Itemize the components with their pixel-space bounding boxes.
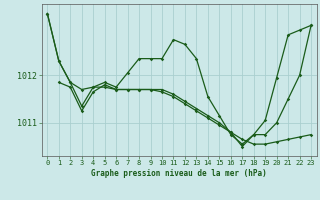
X-axis label: Graphe pression niveau de la mer (hPa): Graphe pression niveau de la mer (hPa) bbox=[91, 169, 267, 178]
